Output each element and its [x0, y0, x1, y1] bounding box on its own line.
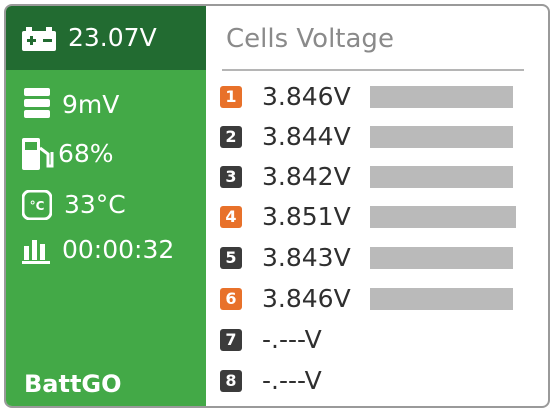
- title-rule: [222, 69, 524, 71]
- state-of-charge: 68%: [58, 139, 114, 168]
- cell-voltage: 3.844V: [262, 122, 351, 151]
- cell-bar: [370, 206, 516, 228]
- cell-diff-icon: [24, 88, 50, 118]
- cell-voltage: 3.851V: [262, 202, 351, 231]
- brand-logo: BattGO: [24, 370, 122, 398]
- temperature-icon: °C: [22, 190, 52, 220]
- cell-badge: 2: [220, 126, 242, 148]
- status-panel: 23.07V 9mV 68% °C 33°C 00:00:32 BattGO: [6, 6, 206, 406]
- panel-title: Cells Voltage: [226, 24, 394, 54]
- cell-row: 6 3.846V: [220, 284, 540, 314]
- cell-badge: 4: [220, 206, 242, 228]
- cell-bar: [370, 126, 513, 148]
- cell-voltage: -.---V: [262, 366, 322, 395]
- cell-row: 5 3.843V: [220, 243, 540, 273]
- cell-bar: [370, 86, 513, 108]
- cell-badge: 5: [220, 247, 242, 269]
- fuel-icon: [22, 138, 54, 170]
- cell-voltage: -.---V: [262, 325, 322, 354]
- svg-text:°C: °C: [30, 199, 45, 213]
- cell-row: 3 3.842V: [220, 162, 540, 192]
- pack-voltage: 23.07V: [68, 23, 157, 52]
- timer-icon: [22, 240, 50, 264]
- cell-row: 1 3.846V: [220, 82, 540, 112]
- cell-bar: [370, 166, 513, 188]
- cell-badge: 8: [220, 370, 242, 392]
- cell-voltage: 3.842V: [262, 162, 351, 191]
- cell-row: 7 -.---V: [220, 325, 540, 355]
- cell-diff: 9mV: [62, 90, 120, 119]
- cell-row: 8 -.---V: [220, 366, 540, 396]
- cell-badge: 1: [220, 86, 242, 108]
- elapsed-time: 00:00:32: [62, 235, 175, 264]
- cell-badge: 7: [220, 329, 242, 351]
- device-frame: 23.07V 9mV 68% °C 33°C 00:00:32 BattGO: [4, 4, 550, 408]
- cell-voltage: 3.843V: [262, 243, 351, 272]
- cell-voltage: 3.846V: [262, 284, 351, 313]
- cell-badge: 6: [220, 288, 242, 310]
- cell-row: 2 3.844V: [220, 122, 540, 152]
- cell-row: 4 3.851V: [220, 202, 540, 232]
- cell-bar: [370, 247, 513, 269]
- temperature: 33°C: [64, 190, 126, 219]
- cell-badge: 3: [220, 166, 242, 188]
- battery-icon: [22, 27, 56, 51]
- cell-bar: [370, 288, 513, 310]
- cell-voltage: 3.846V: [262, 82, 351, 111]
